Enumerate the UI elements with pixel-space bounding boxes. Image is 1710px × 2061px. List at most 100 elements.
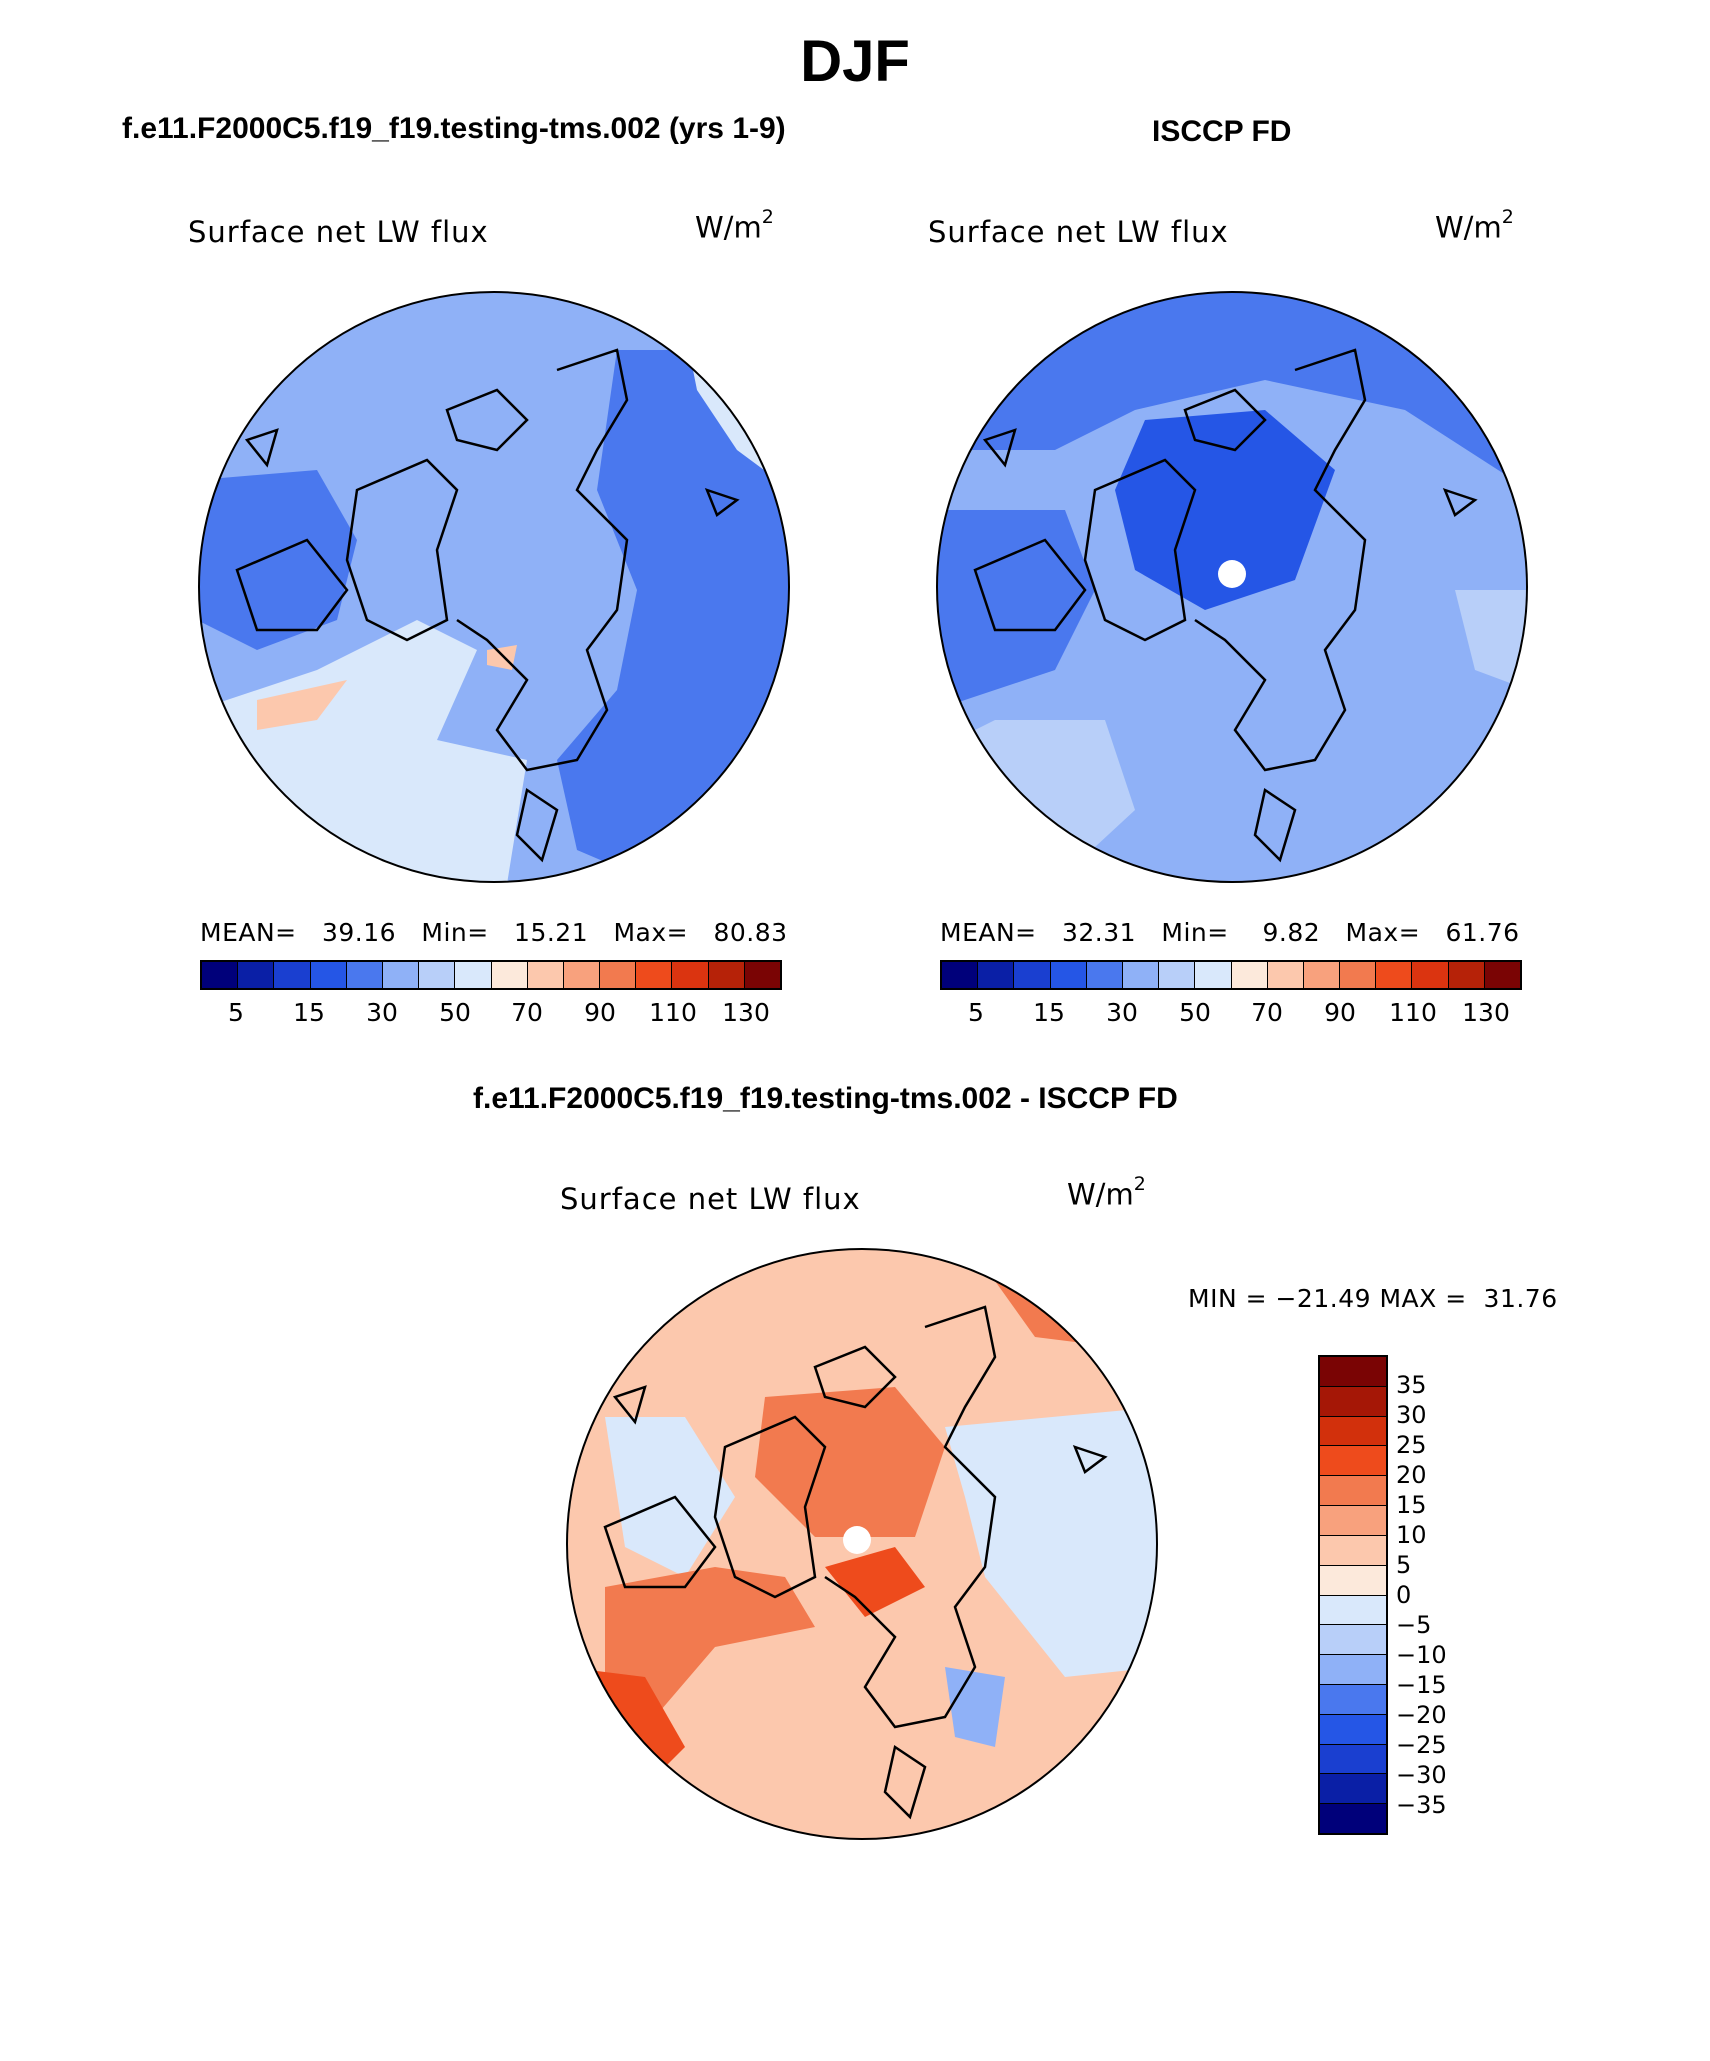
tick-label: 110 — [1389, 998, 1437, 1027]
coastline — [973, 348, 1478, 863]
colorbar-swatch — [708, 962, 745, 988]
colorbar-swatch — [600, 962, 637, 988]
coastline — [603, 1305, 1108, 1820]
panel-title-model: f.e11.F2000C5.f19_f19.testing-tms.002 (y… — [122, 112, 786, 145]
colorbar-swatch — [346, 962, 383, 988]
tick-label: 5 — [968, 998, 984, 1027]
map-fill-region — [937, 720, 1135, 882]
colorbar-ticks-diff: 35 30 25 20 15 10 5 0 −5 −10 −15 −20 −25… — [1396, 1355, 1476, 1835]
colorbar-swatch — [1320, 1625, 1386, 1656]
map-fill-region — [605, 1417, 735, 1577]
colorbar-swatch — [1340, 962, 1377, 988]
colorbar-swatch — [1320, 1655, 1386, 1685]
colorbar-swatch — [1320, 1684, 1386, 1715]
colorbar-swatch — [672, 962, 709, 988]
colorbar-swatch — [382, 962, 420, 988]
tick-label: 70 — [511, 998, 543, 1027]
tick-label: 130 — [722, 998, 770, 1027]
colorbar-swatch — [1267, 962, 1304, 988]
colorbar-ticks-obs: 5 15 30 50 70 90 110 130 — [940, 998, 1522, 1032]
map-fill-region — [1115, 410, 1335, 610]
tick-label: −35 — [1396, 1791, 1447, 1819]
colorbar-swatch — [1320, 1386, 1386, 1417]
colorbar-swatch — [455, 962, 492, 988]
tick-label: 15 — [1033, 998, 1065, 1027]
colorbar-model — [200, 960, 782, 990]
units-obs: W/m2 — [1435, 206, 1514, 245]
tick-label: 90 — [1324, 998, 1356, 1027]
colorbar-swatch — [636, 962, 673, 988]
colorbar-swatch — [563, 962, 601, 988]
plot-label-diff: Surface net LW flux — [560, 1182, 861, 1216]
colorbar-swatch — [1159, 962, 1196, 988]
map-fill-region — [199, 470, 357, 650]
colorbar-swatch — [491, 962, 528, 988]
map-fill-region — [257, 680, 347, 730]
colorbar-swatch — [1320, 1714, 1386, 1745]
colorbar-swatch — [1303, 962, 1341, 988]
colorbar-obs — [940, 960, 1522, 990]
colorbar-swatch — [310, 962, 347, 988]
colorbar-swatch — [1050, 962, 1087, 988]
colorbar-swatch — [1320, 1446, 1386, 1477]
tick-label: −30 — [1396, 1761, 1447, 1789]
colorbar-swatch — [202, 962, 239, 988]
colorbar-swatch — [1320, 1774, 1386, 1805]
colorbar-swatch — [978, 962, 1015, 988]
map-obs — [936, 291, 1528, 883]
colorbar-swatch — [942, 962, 979, 988]
tick-label: 20 — [1396, 1461, 1427, 1489]
colorbar-swatch — [1231, 962, 1268, 988]
tick-label: 130 — [1462, 998, 1510, 1027]
colorbar-swatch — [1195, 962, 1232, 988]
minmax-diff: MIN = −21.49 MAX = 31.76 — [1188, 1284, 1558, 1313]
tick-label: −15 — [1396, 1671, 1447, 1699]
tick-label: 50 — [1179, 998, 1211, 1027]
tick-label: 0 — [1396, 1581, 1412, 1609]
map-fill-region — [945, 1667, 1005, 1747]
colorbar-swatch — [274, 962, 311, 988]
colorbar-swatch — [1320, 1357, 1386, 1387]
colorbar-swatch — [1320, 1476, 1386, 1507]
map-fill-region — [557, 350, 789, 882]
plot-label-model: Surface net LW flux — [188, 215, 489, 249]
tick-label: 10 — [1396, 1521, 1427, 1549]
tick-label: 15 — [1396, 1491, 1427, 1519]
colorbar-swatch — [1412, 962, 1449, 988]
map-fill-region — [937, 292, 1527, 490]
tick-label: 70 — [1251, 998, 1283, 1027]
map-fill-region — [937, 510, 1095, 710]
colorbar-swatch — [1320, 1506, 1386, 1536]
stats-model: MEAN= 39.16 Min= 15.21 Max= 80.83 — [200, 918, 788, 947]
stats-obs: MEAN= 32.31 Min= 9.82 Max= 61.76 — [940, 918, 1520, 947]
map-diff — [566, 1248, 1158, 1840]
colorbar-swatch — [1376, 962, 1413, 988]
tick-label: 90 — [584, 998, 616, 1027]
tick-label: 35 — [1396, 1371, 1427, 1399]
pole-hole — [843, 1526, 871, 1554]
panel-title-obs: ISCCP FD — [1152, 115, 1292, 148]
tick-label: 30 — [366, 998, 398, 1027]
colorbar-swatch — [1320, 1804, 1386, 1833]
tick-label: 30 — [1106, 998, 1138, 1027]
tick-label: 30 — [1396, 1401, 1427, 1429]
tick-label: 5 — [228, 998, 244, 1027]
colorbar-ticks-model: 5 15 30 50 70 90 110 130 — [200, 998, 782, 1032]
map-fill-region — [825, 1547, 925, 1617]
colorbar-swatch — [1320, 1535, 1386, 1566]
colorbar-swatch — [1320, 1744, 1386, 1775]
colorbar-swatch — [744, 962, 780, 988]
colorbar-swatch — [1014, 962, 1051, 988]
map-model — [198, 291, 790, 883]
tick-label: −10 — [1396, 1641, 1447, 1669]
tick-label: 50 — [439, 998, 471, 1027]
colorbar-diff — [1318, 1355, 1388, 1835]
tick-label: 5 — [1396, 1551, 1412, 1579]
tick-label: −5 — [1396, 1611, 1432, 1639]
tick-label: −25 — [1396, 1731, 1447, 1759]
colorbar-swatch — [1320, 1595, 1386, 1626]
pole-hole — [1218, 560, 1246, 588]
colorbar-swatch — [1320, 1416, 1386, 1447]
units-diff: W/m2 — [1067, 1173, 1146, 1212]
colorbar-swatch — [527, 962, 564, 988]
